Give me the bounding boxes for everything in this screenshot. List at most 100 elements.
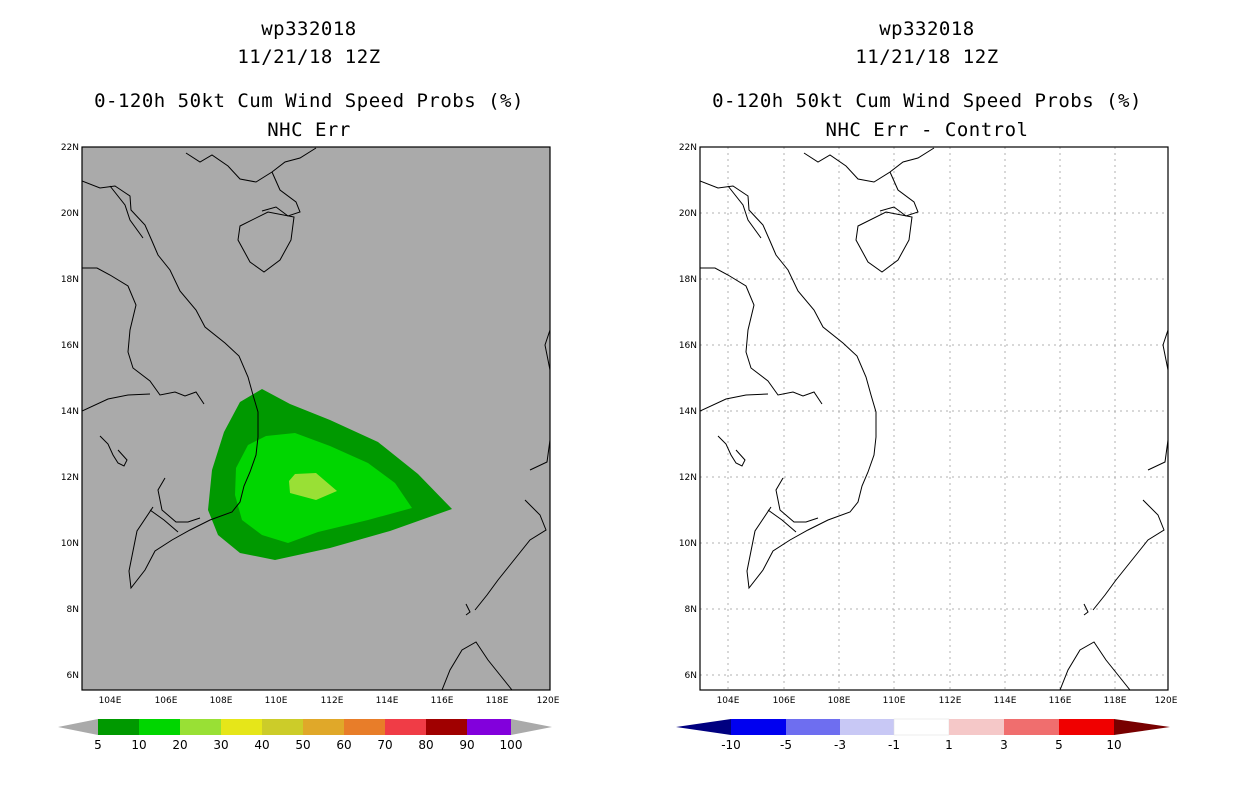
coastlines bbox=[82, 147, 550, 690]
lon-label: 116E bbox=[1049, 696, 1072, 706]
colorbar-label: 5 bbox=[94, 738, 102, 752]
colorbar-swatch bbox=[840, 719, 894, 735]
colorbar-swatch bbox=[344, 719, 385, 735]
lon-label: 110E bbox=[265, 696, 288, 706]
datetime-title: 11/21/18 12Z bbox=[237, 46, 381, 68]
lon-axis: 104E 106E 108E 110E 112E 114E 116E 118E … bbox=[99, 696, 560, 706]
lon-label: 104E bbox=[717, 696, 740, 706]
lat-label: 16N bbox=[679, 341, 697, 351]
colorbar-label: 60 bbox=[336, 738, 351, 752]
lon-label: 110E bbox=[883, 696, 906, 706]
colorbar-label: 40 bbox=[254, 738, 269, 752]
lat-axis: 22N 20N 18N 16N 14N 12N 10N 8N 6N bbox=[61, 143, 79, 681]
map-frame bbox=[699, 146, 1169, 691]
lat-label: 8N bbox=[67, 605, 79, 615]
colorbar-label: 50 bbox=[295, 738, 310, 752]
datetime-title: 11/21/18 12Z bbox=[855, 46, 999, 68]
lat-label: 22N bbox=[679, 143, 697, 153]
colorbar-label: 90 bbox=[459, 738, 474, 752]
map-background bbox=[700, 147, 1168, 690]
lat-label: 12N bbox=[679, 473, 697, 483]
colorbar-swatch bbox=[893, 718, 950, 736]
colorbar-label: 100 bbox=[500, 738, 523, 752]
prob-contour-20 bbox=[289, 473, 337, 500]
lat-label: 6N bbox=[67, 671, 79, 681]
lat-label: 18N bbox=[61, 275, 79, 285]
colorbar-label: -3 bbox=[834, 738, 846, 752]
colorbar-swatch bbox=[426, 719, 467, 735]
colorbar-swatch bbox=[385, 719, 426, 735]
difference-map: 22N 20N 18N 16N 14N 12N 10N 8N 6N 104E 1… bbox=[676, 143, 1178, 752]
lat-label: 6N bbox=[685, 671, 697, 681]
colorbar-swatch bbox=[98, 719, 139, 735]
lat-label: 14N bbox=[61, 407, 79, 417]
lat-label: 10N bbox=[61, 539, 79, 549]
colorbar-swatch bbox=[139, 719, 180, 735]
colorbar-diff: -10 -5 -3 -1 1 3 5 10 bbox=[676, 718, 1170, 752]
storm-id-title: wp332018 bbox=[261, 18, 357, 40]
probability-map: 22N 20N 18N 16N 14N 12N 10N 8N 6N 104E 1… bbox=[58, 143, 560, 752]
storm-id-title: wp332018 bbox=[879, 18, 975, 40]
colorbar-label: 3 bbox=[1000, 738, 1008, 752]
colorbar-swatch bbox=[731, 719, 786, 735]
left-panel: wp332018 11/21/18 12Z 0-120h 50kt Cum Wi… bbox=[58, 18, 560, 752]
colorbar-label: 1 bbox=[945, 738, 953, 752]
right-panel: wp332018 11/21/18 12Z 0-120h 50kt Cum Wi… bbox=[618, 0, 1236, 800]
map-frame bbox=[81, 146, 551, 691]
product-title: 0-120h 50kt Cum Wind Speed Probs (%) bbox=[712, 90, 1142, 112]
lat-label: 20N bbox=[679, 209, 697, 219]
colorbar-label: 5 bbox=[1055, 738, 1063, 752]
lon-axis: 104E 106E 108E 110E 112E 114E 116E 118E … bbox=[717, 696, 1178, 706]
lon-label: 112E bbox=[939, 696, 962, 706]
colorbar-swatch bbox=[262, 719, 303, 735]
subtitle: NHC Err - Control bbox=[825, 119, 1029, 141]
colorbar-swatch bbox=[221, 719, 262, 735]
lon-label: 106E bbox=[773, 696, 796, 706]
lat-label: 18N bbox=[679, 275, 697, 285]
colorbar-low-tip bbox=[58, 719, 98, 735]
colorbar-label: 20 bbox=[172, 738, 187, 752]
colorbar-high-tip bbox=[1114, 719, 1170, 735]
lon-label: 108E bbox=[828, 696, 851, 706]
colorbar-label: -10 bbox=[721, 738, 741, 752]
product-title: 0-120h 50kt Cum Wind Speed Probs (%) bbox=[94, 90, 524, 112]
colorbar-swatch bbox=[180, 719, 221, 735]
lon-label: 114E bbox=[994, 696, 1017, 706]
colorbar-prob: 5 10 20 30 40 50 60 70 80 90 100 bbox=[58, 719, 552, 752]
lat-label: 10N bbox=[679, 539, 697, 549]
lat-label: 8N bbox=[685, 605, 697, 615]
colorbar-label: 30 bbox=[213, 738, 228, 752]
lon-label: 108E bbox=[210, 696, 233, 706]
colorbar-swatch bbox=[1004, 719, 1059, 735]
colorbar-label: -5 bbox=[780, 738, 792, 752]
colorbar-low-tip bbox=[676, 719, 731, 735]
colorbar-swatch bbox=[467, 719, 511, 735]
lat-axis: 22N 20N 18N 16N 14N 12N 10N 8N 6N bbox=[679, 143, 697, 681]
lon-label: 106E bbox=[155, 696, 178, 706]
lon-label: 118E bbox=[486, 696, 509, 706]
colorbar-high-tip bbox=[511, 719, 552, 735]
lat-label: 14N bbox=[679, 407, 697, 417]
lat-label: 20N bbox=[61, 209, 79, 219]
colorbar-label: 70 bbox=[377, 738, 392, 752]
lon-label: 118E bbox=[1104, 696, 1127, 706]
colorbar-swatch bbox=[303, 719, 344, 735]
lon-label: 104E bbox=[99, 696, 122, 706]
colorbar-swatch bbox=[786, 719, 840, 735]
colorbar-label: 10 bbox=[131, 738, 146, 752]
lon-label: 116E bbox=[431, 696, 454, 706]
lon-label: 120E bbox=[1155, 696, 1178, 706]
lat-label: 16N bbox=[61, 341, 79, 351]
colorbar-label: -1 bbox=[888, 738, 900, 752]
lon-label: 120E bbox=[537, 696, 560, 706]
coastlines bbox=[700, 147, 1168, 690]
lon-label: 112E bbox=[321, 696, 344, 706]
colorbar-swatch bbox=[949, 719, 1004, 735]
lon-label: 114E bbox=[376, 696, 399, 706]
lat-label: 12N bbox=[61, 473, 79, 483]
colorbar-label: 80 bbox=[418, 738, 433, 752]
grid-lines bbox=[700, 147, 1168, 690]
lat-label: 22N bbox=[61, 143, 79, 153]
subtitle: NHC Err bbox=[267, 119, 351, 141]
colorbar-label: 10 bbox=[1106, 738, 1121, 752]
